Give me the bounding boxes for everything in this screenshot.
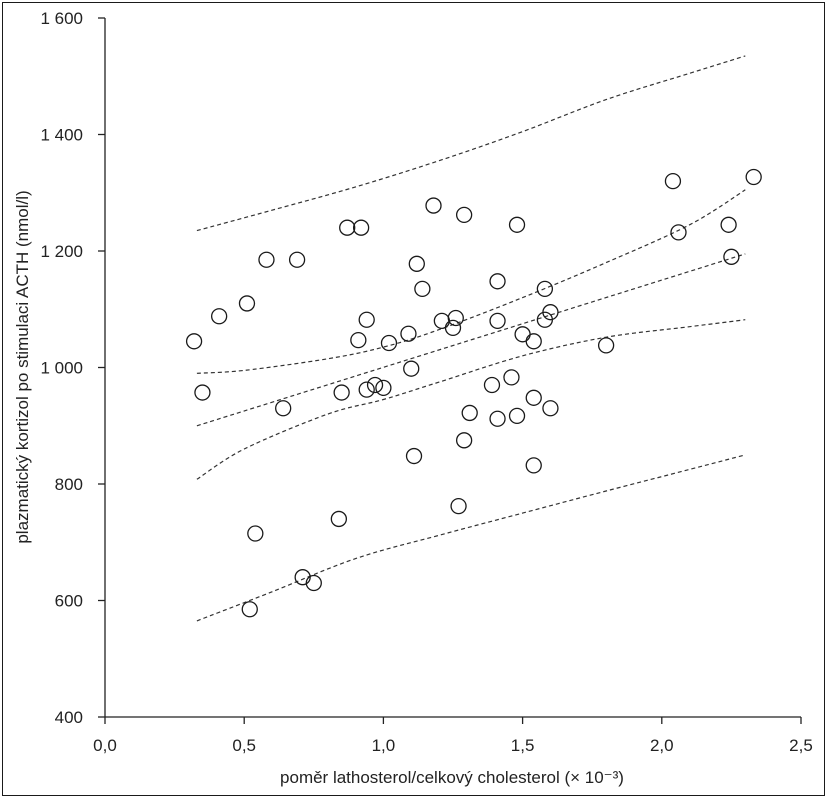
x-axis-ticks: 0,0 0,5 1,0 1,5 2,0 2,5 bbox=[93, 717, 813, 755]
y-axis-title: plazmatický kortizol po stimulaci ACTH (… bbox=[13, 190, 32, 543]
data-point bbox=[375, 379, 392, 397]
data-point bbox=[400, 325, 417, 342]
x-tick-label: 2,5 bbox=[789, 736, 813, 755]
y-tick-label: 600 bbox=[55, 592, 83, 611]
axes: 0,0 0,5 1,0 1,5 2,0 2,5 400 600 800 1 000 1 200 1 … bbox=[40, 9, 812, 755]
data-point bbox=[288, 251, 306, 268]
x-tick-label: 1,0 bbox=[372, 736, 396, 755]
data-point bbox=[542, 400, 559, 417]
data-point bbox=[489, 273, 506, 290]
y-tick-label: 400 bbox=[55, 708, 83, 727]
data-point bbox=[414, 280, 431, 298]
data-point bbox=[508, 407, 526, 424]
data-point bbox=[380, 334, 398, 352]
x-axis-title: poměr lathosterol/celkový cholesterol (×… bbox=[280, 768, 624, 787]
data-point bbox=[408, 255, 425, 272]
data-point bbox=[597, 337, 615, 354]
data-point bbox=[403, 360, 420, 377]
data-point bbox=[305, 574, 322, 592]
y-tick-label: 1 400 bbox=[40, 126, 83, 145]
data-point bbox=[210, 308, 228, 325]
data-point bbox=[450, 497, 467, 515]
y-axis-ticks: 400 600 800 1 000 1 200 1 400 1 600 bbox=[40, 9, 105, 727]
data-point bbox=[350, 331, 367, 349]
x-tick-label: 2,0 bbox=[650, 736, 674, 755]
data-point bbox=[447, 309, 464, 327]
confidence-band-upper bbox=[196, 189, 746, 374]
data-point bbox=[455, 206, 473, 224]
data-point bbox=[366, 376, 384, 394]
data-point bbox=[670, 224, 687, 241]
data-point bbox=[489, 410, 506, 427]
data-point bbox=[238, 295, 256, 312]
data-point bbox=[455, 432, 473, 449]
y-tick-label: 1 000 bbox=[40, 359, 83, 378]
data-point bbox=[339, 219, 356, 236]
y-tick-label: 800 bbox=[55, 475, 83, 494]
data-points bbox=[185, 168, 762, 618]
data-point bbox=[358, 311, 375, 328]
data-point bbox=[514, 326, 531, 343]
data-point bbox=[405, 447, 423, 465]
data-point bbox=[333, 384, 350, 401]
prediction-band-upper bbox=[196, 55, 746, 232]
data-point bbox=[330, 510, 348, 528]
x-tick-label: 0,5 bbox=[232, 736, 256, 755]
data-point bbox=[247, 525, 264, 542]
data-point bbox=[525, 333, 542, 350]
data-point bbox=[275, 400, 292, 417]
y-tick-label: 1 200 bbox=[40, 242, 83, 261]
data-point bbox=[194, 384, 211, 401]
data-point bbox=[723, 248, 740, 265]
data-point bbox=[542, 304, 559, 321]
confidence-band-lower bbox=[196, 319, 746, 480]
data-point bbox=[508, 216, 526, 233]
x-tick-label: 1,5 bbox=[511, 736, 535, 755]
data-point bbox=[664, 172, 682, 190]
curves bbox=[196, 55, 746, 622]
data-point bbox=[433, 312, 451, 330]
y-tick-label: 1 600 bbox=[40, 9, 83, 28]
data-point bbox=[525, 389, 542, 406]
data-point bbox=[525, 457, 542, 474]
data-point bbox=[444, 319, 462, 337]
data-point bbox=[483, 376, 501, 394]
data-point bbox=[185, 333, 203, 350]
data-point bbox=[358, 381, 375, 398]
data-point bbox=[503, 369, 520, 386]
data-point bbox=[241, 601, 258, 618]
data-point bbox=[489, 312, 506, 330]
prediction-band-lower bbox=[196, 454, 746, 622]
data-point bbox=[352, 219, 370, 236]
regression-line bbox=[196, 253, 746, 427]
data-point bbox=[461, 404, 478, 422]
data-point bbox=[258, 251, 275, 268]
data-point bbox=[745, 168, 762, 186]
x-tick-label: 0,0 bbox=[93, 736, 117, 755]
data-point bbox=[425, 197, 442, 214]
data-point bbox=[720, 216, 737, 233]
data-point bbox=[536, 280, 554, 298]
